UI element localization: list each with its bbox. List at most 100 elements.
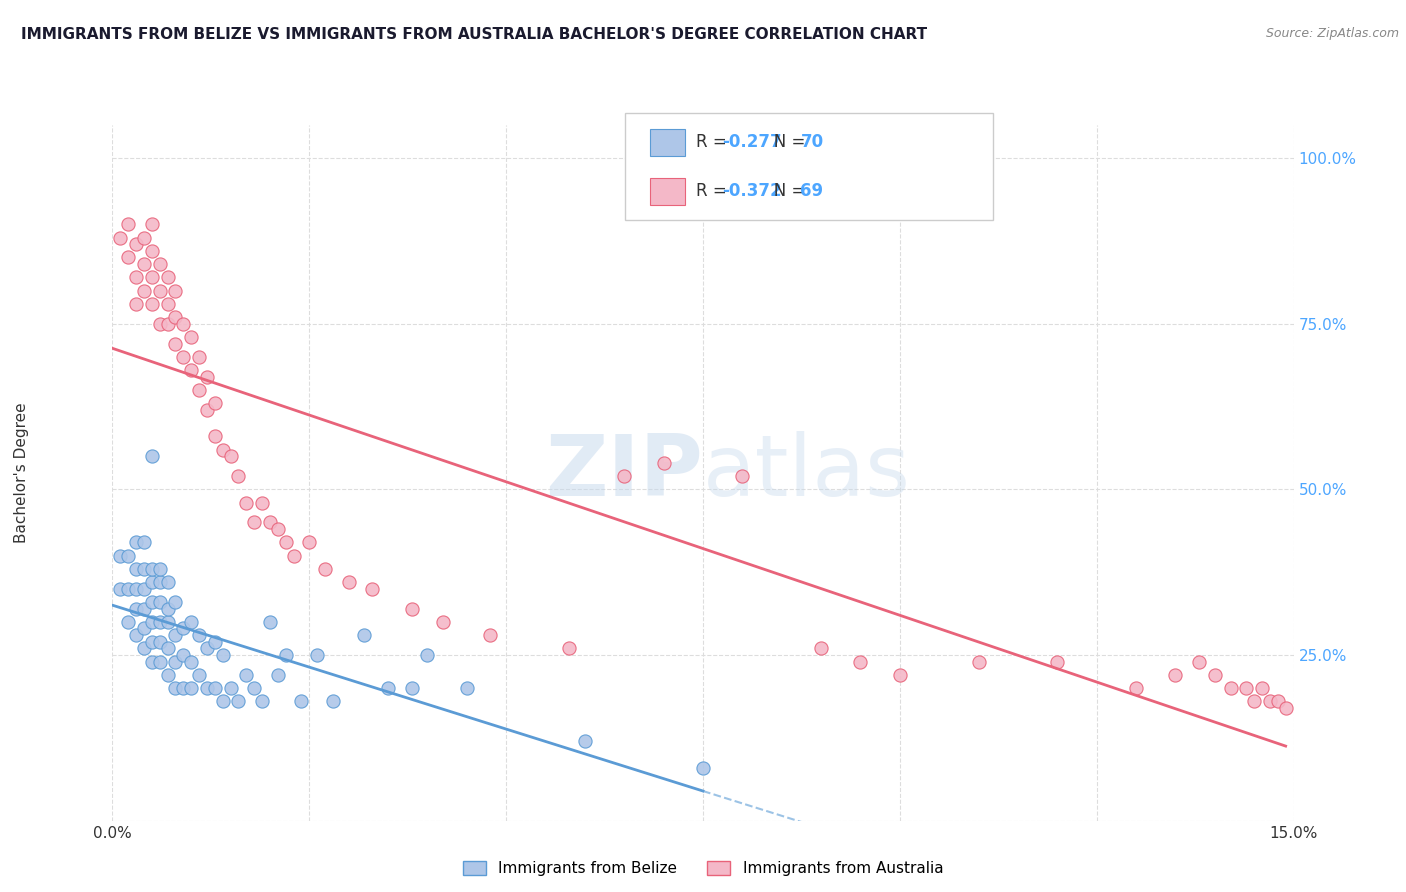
Point [204,396,226,410]
Point [967,655,990,669]
Point [243,516,266,530]
Point [180,681,202,695]
Point [165,336,187,351]
Point [180,615,202,629]
Point [165,310,187,324]
Point [141,615,163,629]
Point [195,402,218,417]
Text: R =: R = [696,133,733,152]
Point [165,681,187,695]
Text: N =: N = [758,182,810,200]
Text: Source: ZipAtlas.com: Source: ZipAtlas.com [1265,27,1399,40]
Point [125,628,148,642]
Point [172,317,194,331]
Text: 70: 70 [800,133,824,152]
Point [149,257,172,271]
Legend: Immigrants from Belize, Immigrants from Australia: Immigrants from Belize, Immigrants from … [457,855,949,882]
Point [188,350,211,364]
Point [849,655,872,669]
Point [1046,655,1069,669]
Point [211,648,233,662]
Point [156,270,179,285]
Point [1267,694,1289,708]
Text: IMMIGRANTS FROM BELIZE VS IMMIGRANTS FROM AUSTRALIA BACHELOR'S DEGREE CORRELATIO: IMMIGRANTS FROM BELIZE VS IMMIGRANTS FRO… [21,27,927,42]
Point [141,575,163,590]
Point [125,297,148,311]
Point [652,456,675,470]
Point [307,648,329,662]
Point [188,383,211,397]
Point [110,230,132,244]
Point [195,641,218,656]
Point [125,562,148,576]
Point [132,622,155,636]
Point [117,549,139,563]
Point [172,622,194,636]
Point [188,628,211,642]
Point [337,575,360,590]
Point [613,469,636,483]
Point [250,694,273,708]
Point [172,350,194,364]
Point [117,615,139,629]
Point [125,237,148,252]
Text: -0.277: -0.277 [723,133,782,152]
Point [156,297,179,311]
Point [141,244,163,258]
Point [180,363,202,377]
Point [156,641,179,656]
Text: ZIP: ZIP [546,431,703,515]
Point [1219,681,1241,695]
Point [211,442,233,457]
Point [1258,694,1281,708]
Point [479,628,502,642]
Point [149,655,172,669]
Point [1164,668,1187,682]
Point [267,522,290,536]
Point [401,601,423,615]
Point [259,615,281,629]
Text: -0.372: -0.372 [723,182,782,200]
Point [110,549,132,563]
Point [250,495,273,509]
Point [1243,694,1265,708]
Text: R =: R = [696,182,733,200]
Point [149,284,172,298]
Point [283,549,305,563]
Point [125,601,148,615]
Point [141,217,163,231]
Point [267,668,290,682]
Point [558,641,581,656]
Point [180,655,202,669]
Point [141,270,163,285]
Point [314,562,336,576]
Point [132,601,155,615]
Point [228,469,250,483]
Point [125,535,148,549]
Point [117,217,139,231]
Point [141,595,163,609]
Point [141,297,163,311]
Text: 69: 69 [800,182,824,200]
Point [235,495,257,509]
Point [172,681,194,695]
Point [156,668,179,682]
Point [1204,668,1226,682]
Point [117,582,139,596]
Point [149,575,172,590]
Point [188,668,211,682]
Point [574,734,596,748]
Point [132,582,155,596]
Point [172,648,194,662]
Point [132,284,155,298]
Point [165,595,187,609]
Point [731,469,754,483]
Point [235,668,257,682]
Point [125,270,148,285]
Point [1125,681,1147,695]
Point [156,601,179,615]
Point [889,668,911,682]
Point [377,681,399,695]
Point [274,648,297,662]
Text: N =: N = [758,133,810,152]
